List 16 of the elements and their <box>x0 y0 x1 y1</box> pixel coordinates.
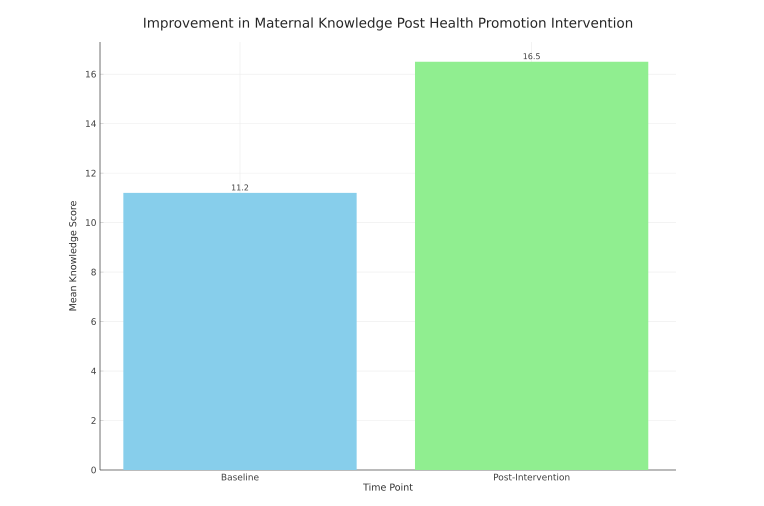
x-tick-label: Post-Intervention <box>494 474 570 480</box>
y-tick-label: 0 <box>91 466 96 474</box>
y-tick-label: 8 <box>91 268 96 276</box>
x-axis-title: Time Point <box>363 483 413 491</box>
data-label: 11.2 <box>232 184 248 190</box>
y-tick-label: 16 <box>86 70 96 78</box>
y-tick-label: 6 <box>91 318 96 325</box>
y-tick-label: 2 <box>91 417 96 424</box>
data-label: 16.5 <box>524 53 540 60</box>
y-tick-label: 12 <box>86 170 96 176</box>
x-tick-label: Baseline <box>222 474 259 480</box>
y-axis-title: Mean Knowledge Score <box>68 201 78 310</box>
y-tick-label: 4 <box>91 368 96 374</box>
y-tick-label: 10 <box>86 219 96 226</box>
chart-title: Improvement in Maternal Knowledge Post Health Promotion Intervention <box>144 17 632 30</box>
y-tick-label: 14 <box>86 120 96 127</box>
